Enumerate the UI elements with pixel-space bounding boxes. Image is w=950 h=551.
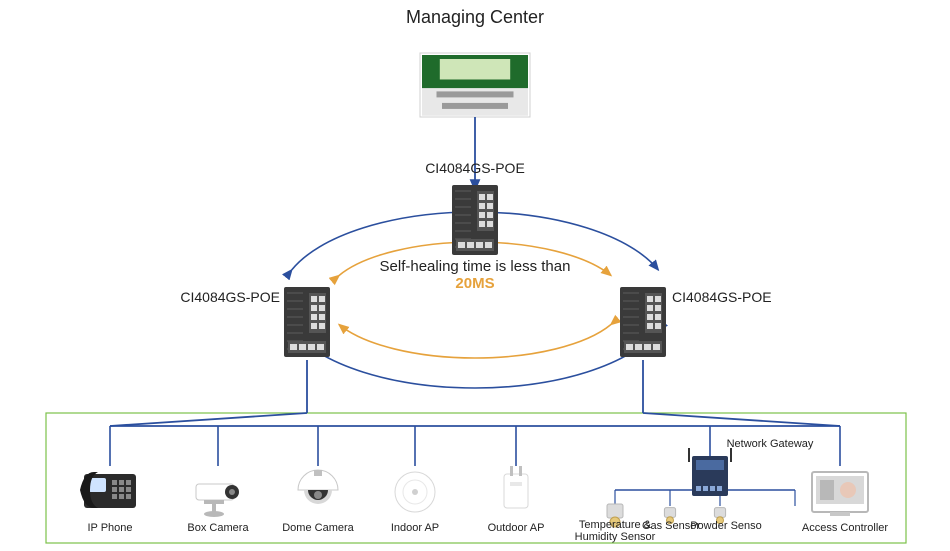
dome-camera-icon (298, 470, 338, 504)
outdoor-ap-label: Outdoor AP (476, 522, 556, 534)
switch-right-icon (620, 287, 666, 357)
network-gateway-label: Network Gateway (710, 438, 830, 450)
ring-orange-bottom (339, 325, 611, 358)
box-camera-label: Box Camera (178, 522, 258, 534)
self-healing-ms: 20MS (345, 275, 605, 292)
outdoor-ap-icon (504, 466, 528, 508)
switch-left-icon (284, 287, 330, 357)
indoor-ap-label: Indoor AP (375, 522, 455, 534)
managing-center-title: Managing Center (375, 7, 575, 28)
self-healing-text: Self-healing time is less than 20MS (345, 258, 605, 292)
box-camera-icon (196, 484, 239, 517)
switch-top-icon (452, 185, 498, 255)
access-controller-label: Access Controller (790, 522, 900, 534)
indoor-ap-icon (395, 472, 435, 512)
ip-phone-label: IP Phone (70, 522, 150, 534)
switch-left-label: CI4084GS-POE (160, 289, 280, 305)
switch-right-label: CI4084GS-POE (672, 289, 792, 305)
ring-blue-bottom (292, 330, 658, 388)
switch-top-label: CI4084GS-POE (405, 160, 545, 176)
dome-camera-label: Dome Camera (278, 522, 358, 534)
access-controller-icon (812, 472, 868, 516)
powder-sensor-label: Powder Senso (686, 520, 766, 532)
managing-center-icon (420, 53, 530, 117)
ip-phone-icon (80, 472, 136, 508)
edge-right-diag (643, 413, 840, 426)
self-healing-line1: Self-healing time is less than (380, 258, 571, 275)
edge-left-diag (110, 413, 307, 426)
